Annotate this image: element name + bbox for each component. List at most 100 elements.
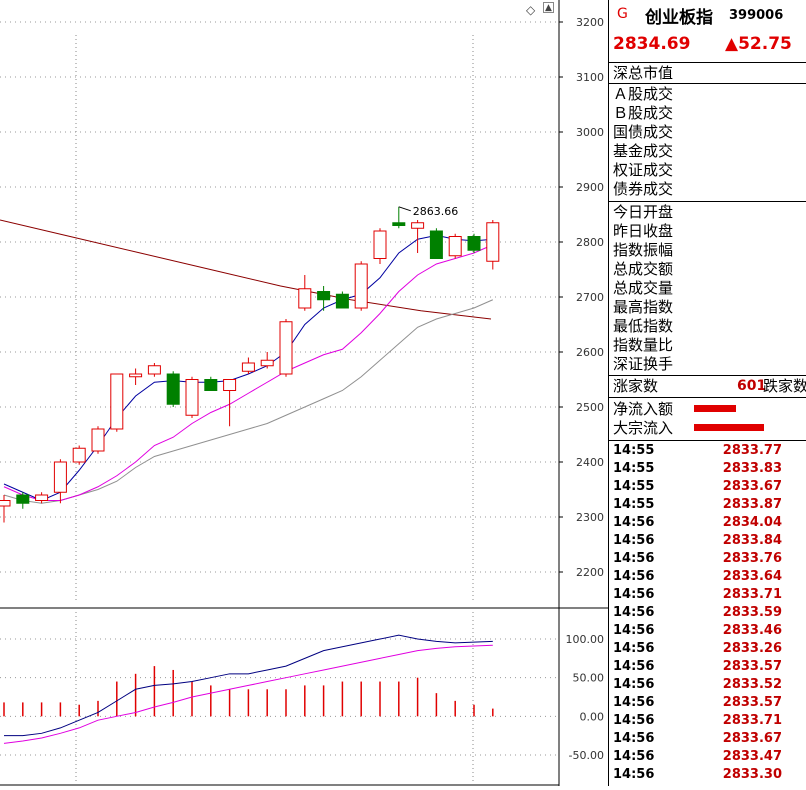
candle-body — [53, 461, 67, 493]
tick-time: 14:56 — [613, 533, 655, 548]
net-inflow-label: 净流入额 — [613, 400, 674, 418]
ma-slow-line — [3, 299, 494, 504]
quote-sidebar: G 创业板指 399006 2834.69 ▲52.75 深总市值 Ａ股成交 Ｂ股… — [608, 0, 806, 786]
tick-price: 2833.83 — [722, 461, 782, 476]
turnover-label: 债券成交 — [613, 180, 674, 198]
y-tick-label: 2900 — [576, 181, 604, 194]
tick-price: 2833.77 — [722, 443, 782, 458]
tick-time: 14:56 — [613, 767, 655, 782]
tick-time: 14:56 — [613, 641, 655, 656]
tick-row: 14:56 2833.57 — [609, 694, 806, 712]
y-tick-label: 2300 — [576, 511, 604, 524]
tick-price: 2833.46 — [722, 623, 782, 638]
tick-price: 2833.76 — [722, 551, 782, 566]
candle-body — [298, 288, 312, 309]
tick-row: 14:56 2833.30 — [609, 766, 806, 784]
tick-row: 14:56 2833.26 — [609, 640, 806, 658]
candle-body — [335, 293, 349, 309]
tick-time: 14:56 — [613, 623, 655, 638]
tick-price: 2833.67 — [722, 731, 782, 746]
tick-time: 14:56 — [613, 515, 655, 530]
tick-row: 14:56 2833.71 — [609, 586, 806, 604]
tick-time: 14:56 — [613, 749, 655, 764]
candle-body — [35, 494, 49, 501]
turnover-label: Ａ股成交 — [613, 85, 674, 103]
tick-price: 2833.71 — [722, 713, 782, 728]
y-tick-label: 2500 — [576, 401, 604, 414]
indicator-tick-label: 100.00 — [566, 633, 605, 646]
indicator-tick-label: -50.00 — [569, 749, 604, 762]
price-change: ▲52.75 — [725, 34, 792, 54]
candle-body — [0, 500, 11, 507]
tick-price: 2834.04 — [722, 515, 782, 530]
high-annotation-pointer — [398, 206, 411, 212]
diamond-icon[interactable]: ◇ — [526, 3, 536, 17]
candle-body — [429, 230, 443, 259]
tick-row: 14:56 2833.67 — [609, 730, 806, 748]
y-tick-label: 3000 — [576, 126, 604, 139]
tick-time: 14:56 — [613, 677, 655, 692]
candlestick-chart[interactable]: 2200 2300 2400 2500 2600 2700 2800 2900 3000 3100… — [0, 0, 608, 786]
net-inflow-bar — [694, 405, 736, 412]
candle-body — [260, 359, 274, 367]
candle-body — [185, 379, 199, 416]
tick-time: 14:56 — [613, 605, 655, 620]
kline-chart-panel[interactable]: 2200 2300 2400 2500 2600 2700 2800 2900 3000 3100… — [0, 0, 608, 786]
up-count-label: 涨家数 — [613, 377, 659, 395]
stat-label: 昨日收盘 — [613, 222, 674, 240]
tick-price: 2833.84 — [722, 533, 782, 548]
scroll-up-icon[interactable]: ▲ — [543, 2, 554, 13]
tick-time: 14:56 — [613, 713, 655, 728]
candle-body — [411, 222, 425, 229]
index-name: 创业板指 — [645, 8, 713, 28]
ma-long-line — [0, 219, 492, 320]
stat-label: 指数振幅 — [613, 241, 674, 259]
indicator-line-1 — [4, 634, 493, 737]
tick-time: 14:55 — [613, 497, 655, 512]
turnover-label: 基金成交 — [613, 142, 674, 160]
tick-price: 2833.87 — [722, 497, 782, 512]
tick-price: 2833.59 — [722, 605, 782, 620]
candle-body — [241, 362, 255, 372]
candle-body — [373, 230, 387, 259]
indicator-tick-label: 0.00 — [580, 710, 605, 723]
divider — [609, 397, 806, 398]
tick-price: 2833.64 — [722, 569, 782, 584]
tick-price: 2833.30 — [722, 767, 782, 782]
tick-row: 14:56 2833.47 — [609, 748, 806, 766]
candle-body — [110, 373, 124, 430]
down-count-label: 跌家数 — [763, 377, 806, 395]
stat-label: 指数量比 — [613, 336, 674, 354]
tick-time: 14:56 — [613, 659, 655, 674]
tick-time: 14:55 — [613, 461, 655, 476]
stat-label: 总成交额 — [613, 260, 674, 278]
tick-time: 14:56 — [613, 731, 655, 746]
tick-row: 14:56 2833.59 — [609, 604, 806, 622]
block-inflow-label: 大宗流入 — [613, 419, 674, 437]
tick-price: 2833.67 — [722, 479, 782, 494]
tick-row: 14:56 2833.64 — [609, 568, 806, 586]
tick-time: 14:56 — [613, 587, 655, 602]
candle-body — [279, 321, 293, 375]
candle-body — [72, 447, 86, 463]
stat-label: 今日开盘 — [613, 203, 674, 221]
tick-row: 14:56 2833.46 — [609, 622, 806, 640]
turnover-label: Ｂ股成交 — [613, 104, 674, 122]
tick-price: 2833.47 — [722, 749, 782, 764]
candle-body — [16, 494, 30, 504]
tick-time: 14:56 — [613, 695, 655, 710]
divider — [609, 440, 806, 441]
ma-mid-line — [3, 244, 494, 501]
tick-row: 14:56 2834.04 — [609, 514, 806, 532]
candle-body — [354, 263, 368, 309]
tick-time: 14:55 — [613, 443, 655, 458]
tick-row: 14:55 2833.77 — [609, 442, 806, 460]
tick-row: 14:55 2833.87 — [609, 496, 806, 514]
tick-price: 2833.57 — [722, 659, 782, 674]
divider — [609, 83, 806, 84]
divider — [609, 62, 806, 63]
tick-row: 14:56 2833.84 — [609, 532, 806, 550]
turnover-label: 国债成交 — [613, 123, 674, 141]
market-value-label: 深总市值 — [613, 64, 674, 82]
y-tick-label: 3100 — [576, 71, 604, 84]
